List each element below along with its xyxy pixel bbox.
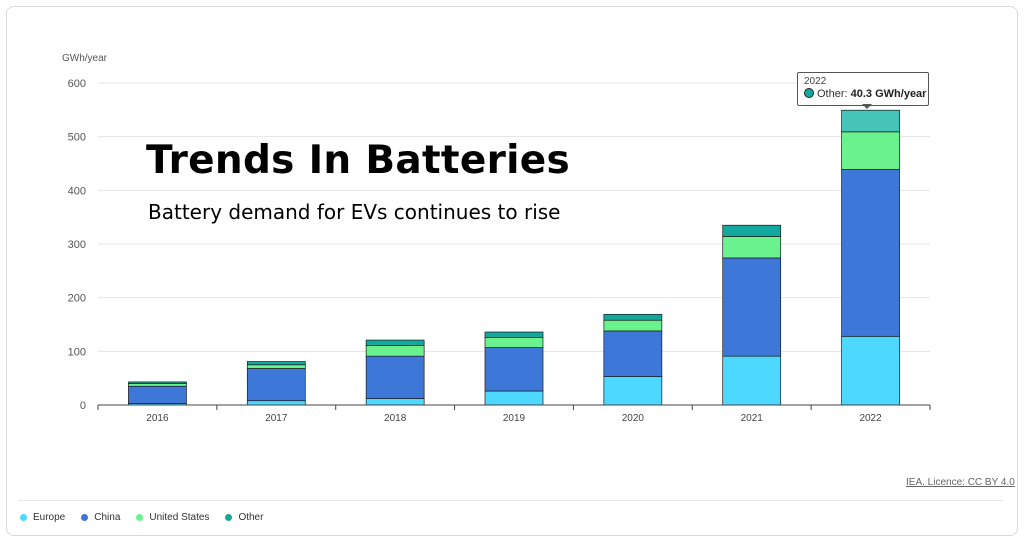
overlay-title: Trends In Batteries	[146, 138, 571, 183]
bar-2018-china	[365, 355, 425, 399]
bar-2020-united-states	[603, 319, 663, 332]
tooltip-value: 40.3 GWh/year	[850, 88, 927, 100]
bar-2022-china	[841, 169, 900, 337]
bar-2019-europe	[484, 390, 544, 406]
legend-divider	[18, 500, 1003, 501]
tooltip: 2022 Other: 40.3 GWh/year	[797, 72, 929, 106]
bar-2019-china	[484, 347, 544, 392]
overlay-subtitle: Battery demand for EVs continues to rise	[148, 200, 561, 224]
legend-dot-icon	[81, 514, 89, 521]
legend-dot-icon	[225, 514, 233, 521]
y-tick-label: 200	[68, 293, 86, 305]
y-tick-label: 0	[80, 400, 86, 412]
bar-2020-europe	[603, 376, 663, 406]
bar-2021-china	[722, 257, 782, 357]
bar-2020-other	[603, 313, 663, 321]
bar-2021-europe	[722, 355, 782, 406]
x-tick-label: 2022	[859, 413, 882, 424]
legend-dot-icon	[20, 514, 27, 521]
bar-2017-other	[246, 361, 306, 366]
y-tick-label: 400	[68, 185, 86, 197]
tooltip-pointer	[862, 104, 872, 109]
bar-2022-united-states	[841, 131, 900, 170]
source-licence-link[interactable]: IEA. Licence: CC BY 4.0	[906, 477, 1015, 488]
x-tick-label: 2017	[265, 413, 288, 424]
tooltip-row: Other: 40.3 GWh/year	[804, 88, 926, 100]
bar-2016-other	[128, 381, 187, 384]
bar-2021-other	[722, 224, 782, 237]
bar-2021-united-states	[722, 236, 782, 259]
x-tick-label: 2019	[503, 413, 526, 424]
bar-2018-other	[365, 339, 425, 346]
bar-2016-china	[128, 385, 187, 404]
legend-dot-icon	[136, 514, 144, 521]
tooltip-year: 2022	[804, 76, 827, 87]
legend-label: China	[94, 512, 121, 523]
y-tick-label: 100	[68, 346, 86, 358]
legend-item-united-states[interactable]: United States	[136, 512, 209, 523]
legend-item-europe[interactable]: Europe	[20, 512, 65, 523]
bar-2018-europe	[365, 398, 425, 406]
x-tick-label: 2018	[384, 413, 407, 424]
bar-2022-other	[841, 109, 900, 133]
bar-2017-europe	[246, 400, 306, 406]
legend-label: Europe	[33, 512, 66, 523]
tooltip-series-dot-icon	[804, 88, 814, 98]
bar-2020-china	[603, 330, 663, 377]
bar-2022-europe	[841, 335, 900, 406]
legend: Europe China United States Other	[20, 512, 263, 523]
y-axis-label: GWh/year	[62, 53, 108, 64]
y-tick-label: 500	[68, 132, 86, 144]
bar-2017-united-states	[246, 364, 306, 369]
y-tick-label: 300	[68, 239, 86, 251]
x-tick-label: 2020	[622, 413, 645, 424]
legend-item-china[interactable]: China	[81, 512, 120, 523]
legend-label: Other	[238, 512, 264, 523]
bar-2016-united-states	[128, 383, 187, 387]
x-tick-label: 2016	[146, 413, 169, 424]
tooltip-series: Other:	[817, 88, 848, 100]
bar-2017-china	[246, 368, 306, 402]
legend-label: United States	[149, 512, 210, 523]
x-tick-label: 2021	[741, 413, 764, 424]
bar-2019-other	[484, 331, 544, 338]
bar-2018-united-states	[365, 345, 425, 357]
bar-2019-united-states	[484, 337, 544, 348]
y-tick-label: 600	[68, 78, 86, 90]
legend-item-other[interactable]: Other	[225, 512, 263, 523]
